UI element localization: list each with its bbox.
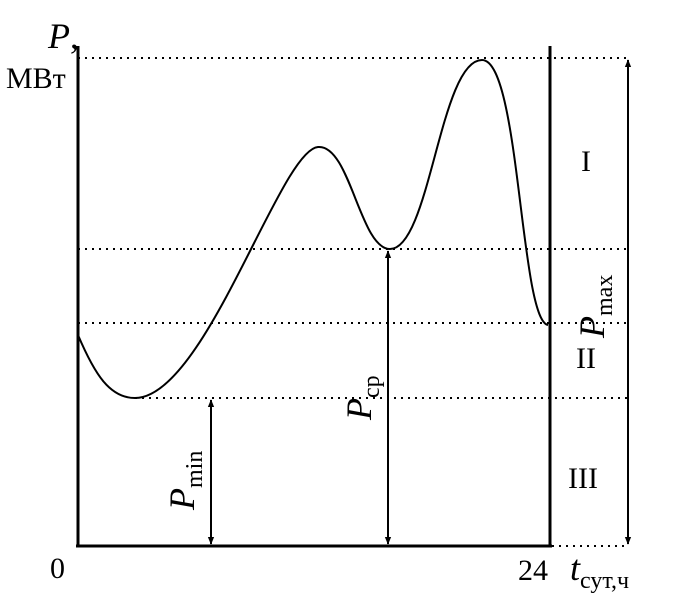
origin-label: 0 [50, 552, 65, 585]
pmin-label: Pmin [162, 451, 208, 511]
pcp-label: Pср [339, 375, 385, 421]
x-axis-label: tсут,ч [570, 548, 629, 594]
zone-ii-label: II [576, 342, 596, 375]
x-end-label: 24 [518, 554, 548, 587]
y-axis-unit: МВт [6, 62, 66, 95]
y-axis-label: P, [47, 16, 79, 56]
daily-load-curve [77, 58, 549, 400]
zone-iii-label: III [568, 462, 598, 495]
zone-i-label: I [581, 145, 591, 178]
pmax-label: Pmax [572, 275, 618, 339]
